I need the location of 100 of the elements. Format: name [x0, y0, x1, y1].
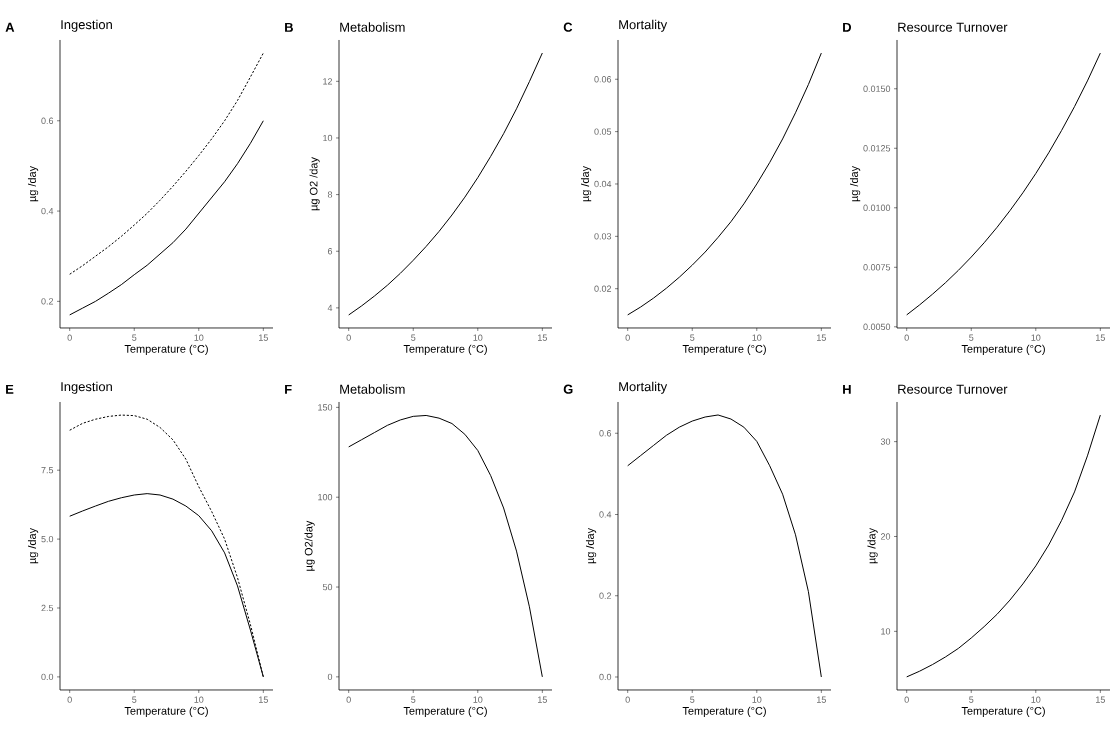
x-tick-label: 10: [752, 696, 762, 703]
chart-title: Resource Turnover: [898, 22, 1008, 32]
x-tick-label: 5: [690, 696, 695, 703]
y-tick-label: 0.0150: [863, 85, 891, 92]
x-tick-label: 10: [194, 334, 204, 341]
x-tick-label: 5: [969, 334, 974, 341]
text: G: [563, 384, 573, 394]
chart-title: Resource Turnover: [898, 384, 1008, 394]
x-axis-title: Temperature (°C): [403, 344, 487, 355]
y-tick-label: 6: [327, 248, 333, 255]
x-tick-label: 10: [473, 696, 483, 703]
x-tick-label: 0: [625, 696, 630, 703]
y-tick-label: 0.0050: [863, 323, 891, 330]
x-tick-label: 0: [67, 696, 72, 703]
x-tick-label: 10: [752, 334, 762, 341]
y-tick-label: 8: [327, 191, 333, 198]
y-tick-label: 0.05: [594, 128, 612, 135]
y-tick-label: 150: [318, 404, 333, 411]
y-tick-label: 20: [880, 533, 891, 540]
x-tick-label: 15: [259, 696, 268, 703]
x-tick-label: 0: [625, 334, 630, 341]
x-tick-label: 15: [817, 334, 826, 341]
x-axis-title: Temperature (°C): [124, 706, 208, 717]
y-axis-title: µg /day: [850, 165, 861, 202]
x-tick-label: 0: [904, 334, 909, 341]
line-series: [627, 52, 822, 316]
x-tick-label: 10: [473, 334, 483, 341]
x-axis-title: Temperature (°C): [682, 706, 766, 717]
y-tick-label: 100: [318, 494, 333, 501]
line-series: [348, 414, 543, 678]
y-axis-title: µg O2/day: [304, 520, 315, 571]
x-tick-label: 5: [132, 696, 137, 703]
text: H: [843, 384, 851, 394]
x-tick-label: 15: [1096, 696, 1105, 703]
y-tick-label: 0.6: [41, 117, 54, 124]
y-axis-title: µg /day: [27, 165, 39, 202]
y-tick-label: 0: [327, 673, 333, 681]
x-tick-label: 10: [1031, 334, 1041, 341]
y-tick-label: 0.0125: [863, 145, 891, 152]
chart-title: Metabolism: [340, 384, 405, 394]
chart-title: Mortality: [619, 381, 668, 394]
x-tick-label: 5: [969, 696, 974, 703]
line-series: [906, 414, 1101, 678]
y-tick-label: 0.02: [594, 285, 612, 292]
x-tick-label: 15: [817, 696, 826, 703]
y-tick-label: 0.04: [594, 180, 612, 188]
y-tick-label: 0.6: [599, 430, 612, 437]
x-tick-label: 5: [690, 334, 695, 341]
y-axis-title: µg O2 /day: [309, 157, 320, 211]
text: B: [285, 22, 293, 32]
y-axis-title: µg /day: [585, 527, 597, 564]
x-tick-label: 15: [538, 696, 547, 703]
chart-title: Mortality: [619, 19, 668, 32]
x-tick-label: 15: [538, 334, 547, 341]
y-tick-label: 30: [880, 438, 891, 445]
y-axis-title: µg /day: [27, 527, 39, 564]
text: A: [5, 22, 15, 32]
x-tick-label: 15: [259, 334, 268, 341]
x-axis-title: Temperature (°C): [124, 344, 208, 355]
x-tick-label: 10: [1031, 696, 1041, 703]
y-axis-title: µg /day: [580, 165, 592, 202]
text: C: [563, 22, 573, 32]
y-tick-label: 0.0075: [863, 264, 891, 271]
x-tick-label: 10: [194, 696, 204, 703]
y-tick-label: 12: [323, 78, 333, 85]
y-tick-label: 0.0: [41, 673, 54, 681]
chart-title: Ingestion: [61, 381, 112, 394]
x-tick-label: 0: [346, 334, 351, 341]
text: D: [843, 22, 852, 32]
x-tick-label: 0: [346, 696, 351, 703]
x-axis-title: Temperature (°C): [961, 706, 1045, 717]
x-tick-label: 5: [132, 334, 137, 341]
line-series: [348, 52, 543, 316]
text: F: [285, 384, 292, 394]
x-axis-title: Temperature (°C): [682, 344, 766, 355]
y-tick-label: 50: [322, 583, 333, 591]
x-tick-label: 0: [67, 334, 72, 341]
x-tick-label: 0: [904, 696, 909, 703]
y-tick-label: 2.5: [41, 604, 54, 612]
x-tick-label: 5: [411, 696, 416, 703]
y-tick-label: 0.0: [599, 673, 612, 681]
chart-title: Ingestion: [61, 19, 112, 32]
y-tick-label: 0.06: [594, 76, 612, 83]
x-tick-label: 15: [1096, 334, 1105, 341]
y-tick-label: 0.2: [41, 298, 54, 305]
line-series: [906, 52, 1101, 316]
x-axis-title: Temperature (°C): [961, 344, 1045, 355]
y-tick-label: 0.03: [594, 233, 612, 240]
y-tick-label: 0.2: [599, 592, 612, 599]
y-tick-label: 4: [327, 304, 333, 311]
y-tick-label: 0.4: [599, 511, 612, 518]
x-tick-label: 5: [411, 334, 416, 341]
line-series: [627, 414, 822, 678]
x-axis-title: Temperature (°C): [403, 706, 487, 717]
chart-title: Metabolism: [340, 22, 405, 32]
line-series: [69, 52, 264, 275]
y-axis-title: µg /day: [867, 527, 878, 564]
y-tick-label: 0.0100: [863, 204, 891, 211]
y-tick-label: 7.5: [41, 467, 54, 474]
text: E: [6, 384, 14, 394]
